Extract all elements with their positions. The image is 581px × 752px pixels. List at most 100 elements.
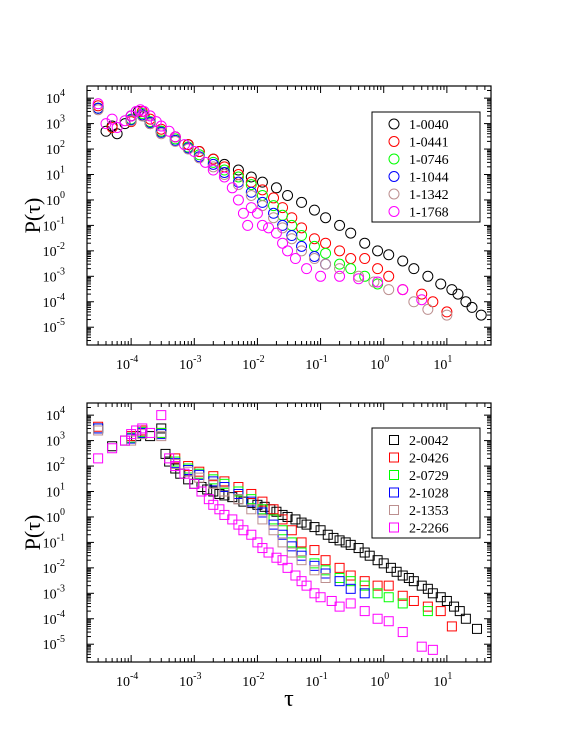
data-point <box>277 222 289 234</box>
data-point <box>309 522 320 533</box>
data-point <box>208 478 219 489</box>
data-point <box>268 519 279 530</box>
legend-marker <box>388 206 400 217</box>
data-point <box>308 253 320 265</box>
data-point <box>372 613 383 624</box>
legend-marker <box>388 188 400 200</box>
data-point <box>315 270 327 282</box>
data-point <box>232 171 244 183</box>
data-point <box>271 552 282 563</box>
data-point <box>268 525 279 536</box>
data-point <box>219 476 230 487</box>
y-tick-label: 10-5 <box>43 317 65 336</box>
data-point <box>383 249 395 261</box>
data-point <box>372 245 384 257</box>
y-tick-label: 104 <box>46 88 65 107</box>
data-point <box>106 122 118 134</box>
data-point <box>309 545 320 556</box>
data-point <box>320 212 332 224</box>
data-point <box>155 128 167 140</box>
legend-label: 2-0042 <box>409 434 449 449</box>
x-tick-label: 10-1 <box>305 354 327 373</box>
y-tick-label: 103 <box>46 431 65 450</box>
data-point <box>193 146 205 158</box>
y-tick-label: 104 <box>46 405 65 424</box>
data-point <box>320 572 331 583</box>
data-point <box>251 207 263 219</box>
data-point <box>416 580 427 591</box>
legend-marker <box>389 435 399 445</box>
legend: 1-0040 1-0441 1-0746 1-1044 1-1342 1-1768 <box>371 111 481 223</box>
data-point <box>320 237 332 249</box>
data-point <box>189 478 200 489</box>
y-tick-label: 10-1 <box>43 215 65 234</box>
data-point <box>422 270 434 282</box>
data-point <box>296 245 308 257</box>
data-point <box>268 504 279 515</box>
legend-label: 1-1768 <box>409 206 449 221</box>
data-point <box>256 219 268 231</box>
x-tick-label: 101 <box>433 354 452 373</box>
data-point <box>334 562 345 573</box>
x-tick-label: 10-3 <box>179 354 201 373</box>
data-point <box>277 537 288 548</box>
data-point <box>226 182 238 194</box>
data-point <box>144 110 156 122</box>
data-point <box>309 558 320 569</box>
data-point <box>345 227 357 239</box>
data-point <box>263 222 275 234</box>
data-point <box>301 580 312 591</box>
data-point <box>334 245 346 257</box>
data-point <box>345 570 356 581</box>
data-point <box>345 539 356 550</box>
legend-label: 1-1044 <box>409 171 449 186</box>
data-point <box>257 507 268 518</box>
data-point <box>435 592 446 603</box>
data-point <box>164 453 175 464</box>
bottom-panel: 10-4 10-3 10-2 10-1 100 101 10-5 10-4 10-3 10-2 10… <box>20 402 492 712</box>
data-point <box>286 537 297 548</box>
data-point <box>471 623 482 634</box>
data-point <box>270 182 282 194</box>
y-axis-label: P(τ) <box>20 198 45 234</box>
top-panel: 10-4 10-3 10-2 10-1 100 101 10-5 10-4 10-3 10-2 10… <box>20 85 492 373</box>
data-point <box>296 555 307 566</box>
data-point <box>334 535 345 546</box>
data-point <box>111 122 123 134</box>
y-tick-label: 10-4 <box>43 609 65 628</box>
data-point <box>345 263 357 275</box>
data-point <box>245 186 257 198</box>
data-point <box>372 276 384 288</box>
data-point <box>372 263 384 275</box>
data-point <box>368 276 380 288</box>
data-point <box>268 207 280 219</box>
data-point <box>345 253 357 265</box>
data-point <box>233 488 244 499</box>
y-tick-label: 10-5 <box>43 634 65 653</box>
data-point <box>286 233 298 245</box>
data-point <box>268 192 280 204</box>
data-point <box>92 98 104 110</box>
data-point <box>246 529 257 540</box>
data-point <box>92 104 104 116</box>
data-point <box>441 306 453 318</box>
data-point <box>207 153 219 165</box>
data-point <box>452 288 464 300</box>
data-point <box>270 227 282 239</box>
data-point <box>289 253 301 265</box>
data-point <box>326 595 337 606</box>
data-point <box>308 251 320 263</box>
data-point <box>372 580 383 591</box>
data-point <box>301 519 312 530</box>
data-point <box>466 301 478 313</box>
data-point <box>286 525 297 536</box>
y-tick-label: 10-4 <box>43 292 65 311</box>
data-point <box>245 189 257 201</box>
y-tick-label: 10-3 <box>43 583 65 602</box>
data-point <box>107 441 118 452</box>
y-tick-label: 10-2 <box>43 241 65 260</box>
data-point <box>334 263 346 275</box>
y-tick-label: 102 <box>46 139 65 158</box>
data-point <box>460 296 472 308</box>
